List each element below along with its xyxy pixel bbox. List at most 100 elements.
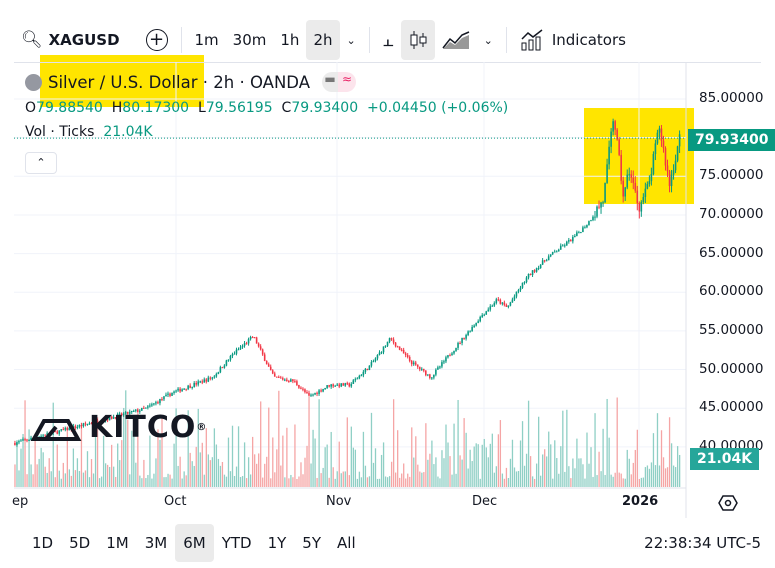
candle-body	[370, 362, 373, 366]
range-1m[interactable]: 1M	[106, 534, 129, 552]
settings-button[interactable]	[718, 493, 738, 517]
candle-body	[215, 373, 218, 377]
candle-body	[288, 381, 290, 383]
collapse-legend-button[interactable]: ⌃	[25, 152, 57, 174]
candle-chart-type-button[interactable]	[400, 20, 435, 60]
volume-bar	[606, 398, 608, 487]
volume-bar	[640, 477, 643, 487]
volume-bar	[187, 410, 189, 487]
volume-bar	[566, 409, 568, 487]
candle-body	[100, 422, 103, 424]
volume-value: 21.04K	[103, 124, 153, 140]
candle-body	[465, 334, 467, 339]
interval-1m[interactable]: 1m	[194, 31, 219, 49]
volume-bar	[678, 454, 681, 487]
volume-bar	[664, 468, 667, 487]
volume-bar	[48, 458, 50, 487]
price-label: 60.00000	[699, 283, 764, 300]
volume-bar	[46, 472, 48, 487]
candle-body	[310, 394, 312, 396]
volume-bar	[350, 426, 352, 487]
volume-bar	[644, 467, 647, 487]
range-3m[interactable]: 3M	[144, 534, 168, 552]
candle-body	[451, 353, 453, 356]
range-1y[interactable]: 1Y	[267, 534, 287, 552]
candle-body	[580, 232, 582, 234]
candle-body	[652, 154, 655, 174]
candle-body	[555, 251, 558, 253]
volume-bar	[628, 458, 630, 487]
chart-type-dropdown[interactable]: ⌄	[477, 20, 500, 60]
range-all[interactable]: All	[337, 534, 356, 552]
range-6m[interactable]: 6M	[175, 524, 214, 562]
volume-bar	[475, 443, 477, 487]
symbol-search[interactable]: 🔍︎ XAGUSD	[14, 20, 127, 60]
volume-bar	[171, 478, 173, 487]
compare-button[interactable]: +	[139, 20, 175, 60]
volume-bar	[596, 475, 598, 487]
volume-bar	[542, 454, 544, 487]
volume-bar	[316, 477, 318, 487]
volume-bar	[600, 471, 602, 487]
volume-bar	[388, 476, 391, 487]
candle-body	[151, 404, 153, 406]
volume-bar	[489, 443, 491, 487]
interval-dropdown[interactable]: ⌄	[340, 20, 363, 60]
volume-bar	[348, 475, 350, 487]
time-label-2026: 2026	[622, 494, 659, 509]
candle-body	[551, 252, 554, 255]
volume-bar	[554, 440, 556, 487]
volume-bar	[330, 431, 332, 487]
interval-2h[interactable]: 2h	[306, 20, 340, 60]
volume-bar	[370, 412, 373, 487]
volume-bar	[217, 458, 220, 487]
range-1d[interactable]: 1D	[32, 534, 54, 552]
volume-bar	[384, 476, 387, 487]
volume-bar	[578, 458, 580, 487]
candle-body	[586, 225, 588, 228]
candle-body	[82, 423, 85, 427]
candle-body	[600, 202, 602, 208]
price-chart[interactable]	[0, 62, 775, 522]
range-5d[interactable]: 5D	[69, 534, 91, 552]
volume-bar	[368, 476, 371, 487]
candle-body	[102, 420, 105, 423]
indicators-button[interactable]: Indicators	[513, 20, 633, 60]
range-5y[interactable]: 5Y	[302, 534, 322, 552]
volume-bar	[443, 458, 445, 487]
volume-bar	[525, 453, 528, 487]
interval-30m[interactable]: 30m	[232, 31, 267, 49]
candle-body	[485, 311, 488, 315]
visibility-toggle[interactable]: ▬ ≈	[322, 72, 356, 92]
candle-body	[539, 264, 542, 269]
volume-bar	[167, 473, 169, 487]
candle-body	[205, 379, 208, 382]
high-value: 80.17300	[122, 100, 190, 116]
price-label: 55.00000	[699, 321, 764, 338]
candle-body	[169, 393, 171, 396]
interval-1h[interactable]: 1h	[280, 31, 300, 49]
volume-bar	[233, 475, 236, 487]
hexagon-settings-icon	[718, 495, 738, 511]
candle-body	[568, 240, 570, 242]
volume-bar	[666, 467, 669, 487]
volume-bar	[181, 478, 183, 487]
candle-body	[290, 379, 292, 382]
candle-body	[578, 232, 580, 234]
price-label: 75.00000	[699, 167, 764, 184]
volume-bar	[243, 442, 246, 487]
volume-bar	[403, 463, 405, 487]
bar-chart-type-button[interactable]: ⫠	[376, 20, 401, 60]
candle-body	[547, 256, 550, 261]
candle-body	[243, 343, 246, 346]
volume-bar	[175, 408, 177, 487]
range-ytd[interactable]: YTD	[221, 534, 252, 552]
candle-body	[636, 190, 639, 203]
area-chart-type-button[interactable]	[435, 20, 477, 60]
volume-bar	[326, 444, 328, 487]
volume-bar	[471, 461, 473, 487]
volume-bar	[207, 454, 209, 487]
candle-body	[453, 350, 455, 354]
volume-bar	[117, 443, 119, 487]
candle-body	[561, 245, 564, 247]
